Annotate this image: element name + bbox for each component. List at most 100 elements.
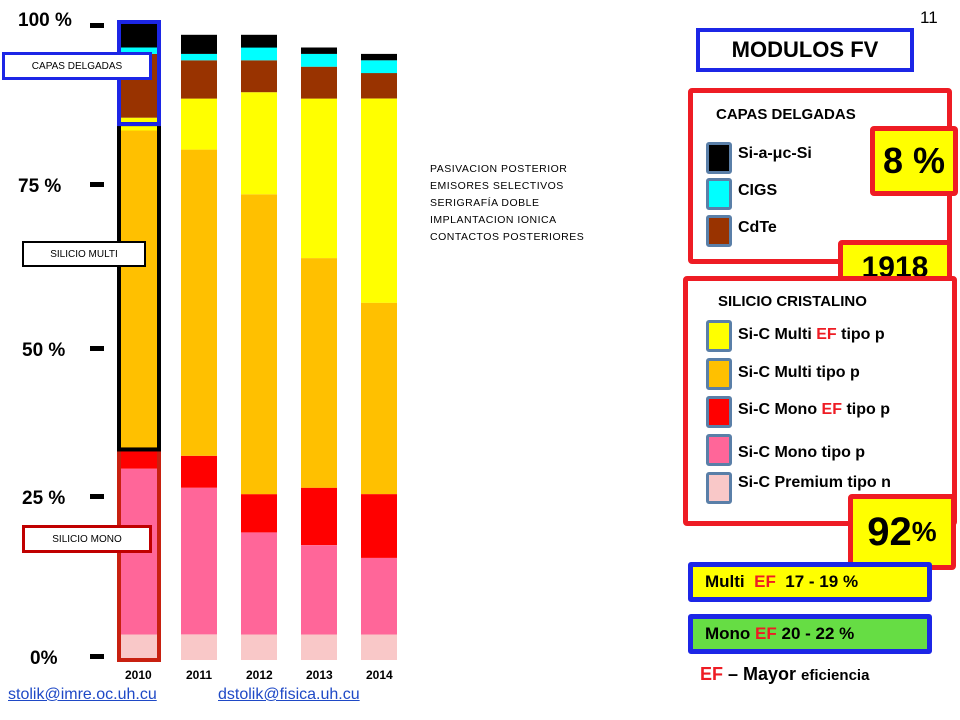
bar-segment-2013-1	[301, 545, 337, 635]
legend-label-cigs: CIGS	[738, 182, 778, 199]
share-unit: %	[911, 516, 937, 547]
bar-segment-2013-4	[301, 98, 337, 259]
legend-label-multi: Si-C Multi tipo p	[738, 364, 860, 382]
label-part: tipo p	[836, 326, 885, 343]
callout-silicio-multi: SILICIO MULTI	[22, 241, 146, 267]
legend-swatch-multi-ef	[706, 320, 732, 352]
legend-swatch-multi	[706, 358, 732, 390]
bar-segment-2011-6	[181, 53, 217, 61]
legend-label-multi-ef: Si-C Multi EF tipo p	[738, 326, 885, 344]
bar-segment-2012-0	[241, 634, 277, 660]
bar-segment-2011-5	[181, 60, 217, 99]
x-label-2013: 2013	[306, 668, 333, 682]
label-part: eficiencia	[801, 667, 870, 684]
ef-tag: EF	[821, 401, 842, 418]
y-tick-100	[90, 23, 104, 28]
bar-segment-2010-2	[121, 449, 157, 469]
legend-label-premium: Si-C Premium tipo n	[738, 474, 891, 492]
y-tick-label-75: 75 %	[18, 176, 62, 197]
legend-swatch-mono-ef	[706, 396, 732, 428]
legend-label-si-a: Si-a-μc-Si	[738, 145, 812, 162]
bar-segment-2011-2	[181, 455, 217, 488]
callout-capas-delgadas: CAPAS DELGADAS	[2, 52, 152, 80]
bar-segment-2012-5	[241, 60, 277, 93]
thin-film-share-badge: 8 %	[870, 126, 958, 196]
note-line: CONTACTOS POSTERIORES	[430, 231, 585, 243]
x-label-2010: 2010	[125, 668, 152, 682]
bar-segment-2012-1	[241, 532, 277, 635]
bar-segment-2012-7	[241, 34, 277, 48]
bar-segment-2014-2	[361, 494, 397, 558]
bar-segment-2011-0	[181, 634, 217, 660]
ef-definition: EF – Mayor eficiencia	[700, 664, 869, 685]
legend-swatch-cigs	[706, 178, 732, 210]
bar-segment-2010-6	[121, 47, 157, 54]
x-label-2012: 2012	[246, 668, 273, 682]
bar-segment-2013-3	[301, 258, 337, 488]
label-part: Mono	[705, 624, 756, 643]
bar-segment-2011-1	[181, 487, 217, 635]
stacked-bar-chart	[117, 20, 397, 662]
y-tick-0	[90, 654, 104, 659]
x-label-2011: 2011	[186, 668, 213, 682]
x-label-2014: 2014	[366, 668, 393, 682]
bar-segment-2011-7	[181, 34, 217, 54]
y-tick-label-25: 25 %	[22, 488, 66, 509]
crystalline-share-badge: 92 %	[848, 494, 956, 570]
y-tick-label-100: 100 %	[18, 10, 72, 31]
note-line: SERIGRAFÍA DOBLE	[430, 197, 540, 209]
bar-segment-2013-2	[301, 487, 337, 546]
ef-tag: EF	[816, 326, 837, 343]
bar-segment-2013-6	[301, 53, 337, 67]
bar-segment-2012-4	[241, 92, 277, 195]
bar-segment-2012-6	[241, 47, 277, 61]
bar-segment-2013-5	[301, 66, 337, 99]
note-line: PASIVACION POSTERIOR	[430, 163, 568, 175]
bar-segment-2014-4	[361, 98, 397, 303]
share-number: 92	[867, 509, 912, 554]
bar-segment-2010-0	[121, 634, 157, 660]
ef-tag: EF	[754, 572, 776, 591]
bar-segment-2011-4	[181, 98, 217, 150]
callout-silicio-mono: SILICIO MONO	[22, 525, 152, 553]
label-part: Si-C Mono tipo p	[738, 444, 866, 461]
bar-segment-2013-0	[301, 634, 337, 660]
y-tick-25	[90, 494, 104, 499]
legend-label-mono-ef: Si-C Mono EF tipo p	[738, 401, 890, 419]
bar-segment-2014-3	[361, 302, 397, 495]
email-link-imre[interactable]: stolik@imre.oc.uh.cu	[8, 686, 157, 703]
bar-segment-2010-3	[121, 130, 157, 450]
bar-segment-2014-0	[361, 634, 397, 660]
label-part: Si-C Premium tipo n	[738, 474, 891, 491]
label-part: 17 - 19 %	[775, 572, 859, 591]
bar-segment-2013-7	[301, 47, 337, 54]
mono-efficiency-box: Mono EF 20 - 22 %	[688, 614, 932, 654]
label-part: Si-C Multi tipo p	[738, 364, 860, 381]
legend-swatch-mono	[706, 434, 732, 466]
legend-title: MODULOS FV	[696, 28, 914, 72]
technology-notes: PASIVACION POSTERIOR EMISORES SELECTIVOS…	[430, 161, 584, 246]
y-tick-75	[90, 182, 104, 187]
crystalline-heading: SILICIO CRISTALINO	[718, 293, 867, 310]
legend-label-cdte: CdTe	[738, 219, 777, 236]
bar-segment-2014-7	[361, 53, 397, 61]
label-part: – Mayor	[723, 664, 802, 684]
note-line: IMPLANTACION IONICA	[430, 214, 557, 226]
bar-segment-2014-5	[361, 73, 397, 99]
label-part: tipo p	[842, 401, 890, 418]
label-part: 20 - 22 %	[776, 624, 855, 643]
bar-segment-2014-1	[361, 557, 397, 635]
email-link-fisica[interactable]: dstolik@fisica.uh.cu	[218, 686, 360, 703]
label-part: Si-C Mono	[738, 401, 822, 418]
y-tick-50	[90, 346, 104, 351]
bar-segment-2014-6	[361, 60, 397, 74]
bar-segment-2010-7	[121, 22, 157, 48]
page-number: 11	[920, 8, 938, 27]
legend-swatch-premium	[706, 472, 732, 504]
label-part: Si-C Multi	[738, 326, 817, 343]
bar-segment-2012-2	[241, 494, 277, 533]
thin-film-heading: CAPAS DELGADAS	[716, 106, 856, 123]
multi-efficiency-box: Multi EF 17 - 19 %	[688, 562, 932, 602]
note-line: EMISORES SELECTIVOS	[430, 180, 564, 192]
legend-swatch-cdte	[706, 215, 732, 247]
